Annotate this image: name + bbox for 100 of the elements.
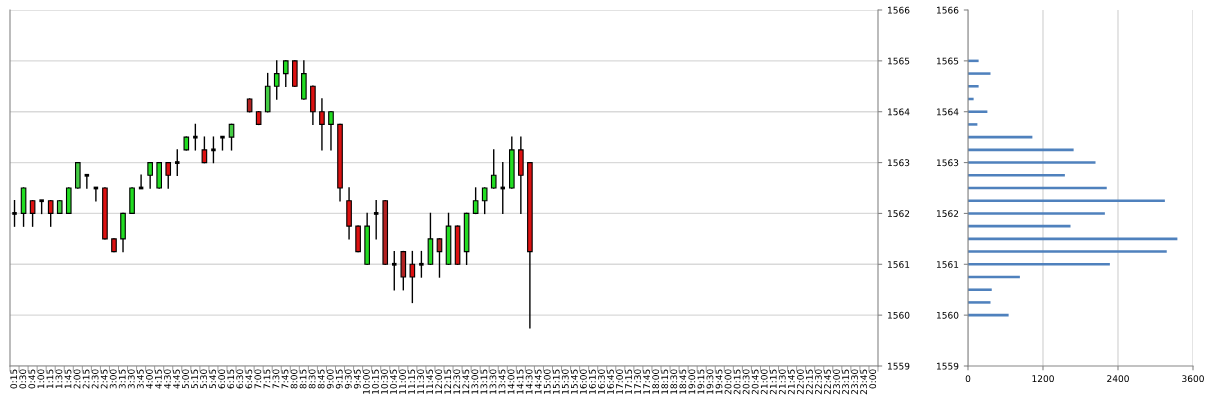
x-tick-label: 12:30 bbox=[453, 369, 461, 394]
x-tick-label: 3:30 bbox=[127, 369, 135, 389]
x-tick-label: 6:30 bbox=[236, 369, 244, 389]
candlestick bbox=[273, 60, 280, 100]
y-tick-label: 1559 bbox=[888, 362, 910, 370]
y-tick-label: 1561 bbox=[936, 261, 959, 268]
x-tick-label: 13:00 bbox=[471, 369, 479, 394]
x-tick-label: 18:45 bbox=[679, 369, 687, 394]
x-tick-label: 2:45 bbox=[100, 369, 108, 389]
x-tick-label: 9:15 bbox=[335, 369, 343, 389]
candlestick bbox=[201, 136, 208, 164]
x-tick-label: 18:30 bbox=[670, 369, 678, 394]
y-tick-label: 1560 bbox=[936, 311, 959, 319]
y-tick-label: 1563 bbox=[936, 159, 959, 167]
x-tick-label: 13:30 bbox=[489, 369, 497, 394]
x-tick-label: 16:15 bbox=[588, 369, 596, 394]
x-tick-label: 10:30 bbox=[381, 369, 388, 394]
x-tick-label: 9:45 bbox=[353, 369, 361, 389]
candlestick bbox=[436, 238, 443, 278]
x-tick-label: 15:45 bbox=[571, 369, 578, 394]
candlestick bbox=[47, 200, 54, 227]
bar bbox=[968, 288, 992, 291]
x-tick-label: 11:00 bbox=[399, 369, 406, 394]
x-tick-label: 23:45 bbox=[860, 369, 868, 395]
x-tick-label: 4:45 bbox=[173, 369, 180, 389]
x-tick-label: 10:15 bbox=[371, 369, 379, 394]
x-tick-label: 22:45 bbox=[824, 369, 831, 395]
x-tick-label: 4:15 bbox=[155, 369, 162, 389]
bar bbox=[968, 72, 991, 75]
candlestick bbox=[490, 149, 497, 189]
x-tick-label: 5:30 bbox=[200, 369, 208, 389]
x-tick-label: 5:15 bbox=[191, 369, 198, 389]
x-tick-label: 21:15 bbox=[769, 369, 777, 395]
bar bbox=[968, 85, 979, 88]
x-tick-label: 3600 bbox=[1182, 375, 1204, 383]
x-tick-label: 17:00 bbox=[616, 369, 623, 394]
y-tick-label: 1560 bbox=[888, 311, 910, 319]
x-tick-label: 0:00 bbox=[869, 369, 877, 389]
candlestick bbox=[147, 161, 153, 189]
x-tick-label: 6:15 bbox=[227, 369, 235, 389]
bar bbox=[968, 199, 1165, 202]
x-tick-label: 20:45 bbox=[751, 369, 759, 395]
candlestick bbox=[29, 200, 36, 227]
x-tick-label: 21:45 bbox=[787, 369, 795, 395]
candlestick bbox=[481, 187, 488, 215]
y-tick-label: 1562 bbox=[936, 210, 959, 217]
x-tick-label: 2:15 bbox=[82, 369, 90, 389]
x-tick-label: 2400 bbox=[1107, 375, 1129, 383]
x-tick-label: 5:45 bbox=[209, 369, 217, 389]
candlestick bbox=[328, 111, 334, 151]
x-tick-label: 0:15 bbox=[10, 369, 18, 389]
x-tick-label: 9:00 bbox=[326, 369, 334, 389]
y-tick-label: 1561 bbox=[888, 261, 910, 268]
x-tick-label: 20:30 bbox=[742, 369, 750, 395]
x-tick-label: 7:00 bbox=[254, 369, 262, 389]
x-tick-label: 1:00 bbox=[37, 369, 45, 389]
x-tick-label: 9:30 bbox=[344, 369, 352, 389]
x-tick-label: 22:15 bbox=[805, 369, 813, 395]
y-tick-label: 1565 bbox=[888, 57, 910, 65]
x-tick-label: 10:00 bbox=[362, 369, 370, 394]
x-tick-label: 16:30 bbox=[598, 369, 605, 394]
x-tick-label: 21:30 bbox=[778, 369, 786, 395]
y-tick-label: 1559 bbox=[936, 362, 959, 370]
candlestick bbox=[165, 161, 172, 189]
bar bbox=[968, 174, 1065, 177]
candlestick bbox=[319, 98, 325, 151]
x-tick-label: 1200 bbox=[1032, 375, 1054, 383]
x-tick-label: 17:30 bbox=[634, 369, 642, 394]
bar bbox=[968, 212, 1105, 215]
x-tick-label: 3:45 bbox=[136, 369, 144, 389]
y-tick-label: 1562 bbox=[888, 210, 910, 217]
x-tick-label: 5:00 bbox=[182, 369, 189, 389]
x-tick-label: 22:30 bbox=[815, 369, 822, 395]
x-tick-label: 1:15 bbox=[46, 369, 54, 389]
x-tick-label: 15:00 bbox=[543, 369, 551, 394]
x-tick-label: 0:45 bbox=[28, 369, 36, 389]
x-tick-label: 7:15 bbox=[263, 369, 271, 389]
bar bbox=[968, 301, 991, 304]
x-tick-label: 12:45 bbox=[462, 369, 470, 394]
x-tick-label: 19:00 bbox=[688, 369, 696, 394]
x-tick-label: 23:15 bbox=[842, 369, 849, 395]
x-tick-label: 1:30 bbox=[55, 369, 63, 389]
x-tick-label: 16:45 bbox=[607, 369, 614, 394]
x-tick-label: 2:00 bbox=[73, 369, 81, 389]
x-tick-label: 17:45 bbox=[643, 369, 651, 394]
x-tick-label: 8:15 bbox=[299, 369, 307, 389]
bar bbox=[968, 110, 988, 113]
x-tick-label: 4:00 bbox=[145, 369, 153, 389]
x-tick-label: 14:30 bbox=[525, 369, 533, 394]
x-tick-label: 21:00 bbox=[760, 369, 768, 395]
x-tick-label: 6:45 bbox=[245, 369, 253, 389]
x-tick-label: 11:45 bbox=[426, 369, 434, 394]
x-tick-label: 1:45 bbox=[64, 369, 72, 389]
x-tick-label: 4:30 bbox=[164, 369, 171, 389]
x-tick-label: 3:15 bbox=[118, 369, 126, 389]
x-tick-label: 19:30 bbox=[706, 369, 714, 394]
bar bbox=[968, 263, 1110, 266]
x-tick-label: 14:45 bbox=[534, 369, 542, 394]
x-tick-label: 14:15 bbox=[516, 369, 524, 394]
x-tick-label: 22:00 bbox=[796, 369, 804, 395]
